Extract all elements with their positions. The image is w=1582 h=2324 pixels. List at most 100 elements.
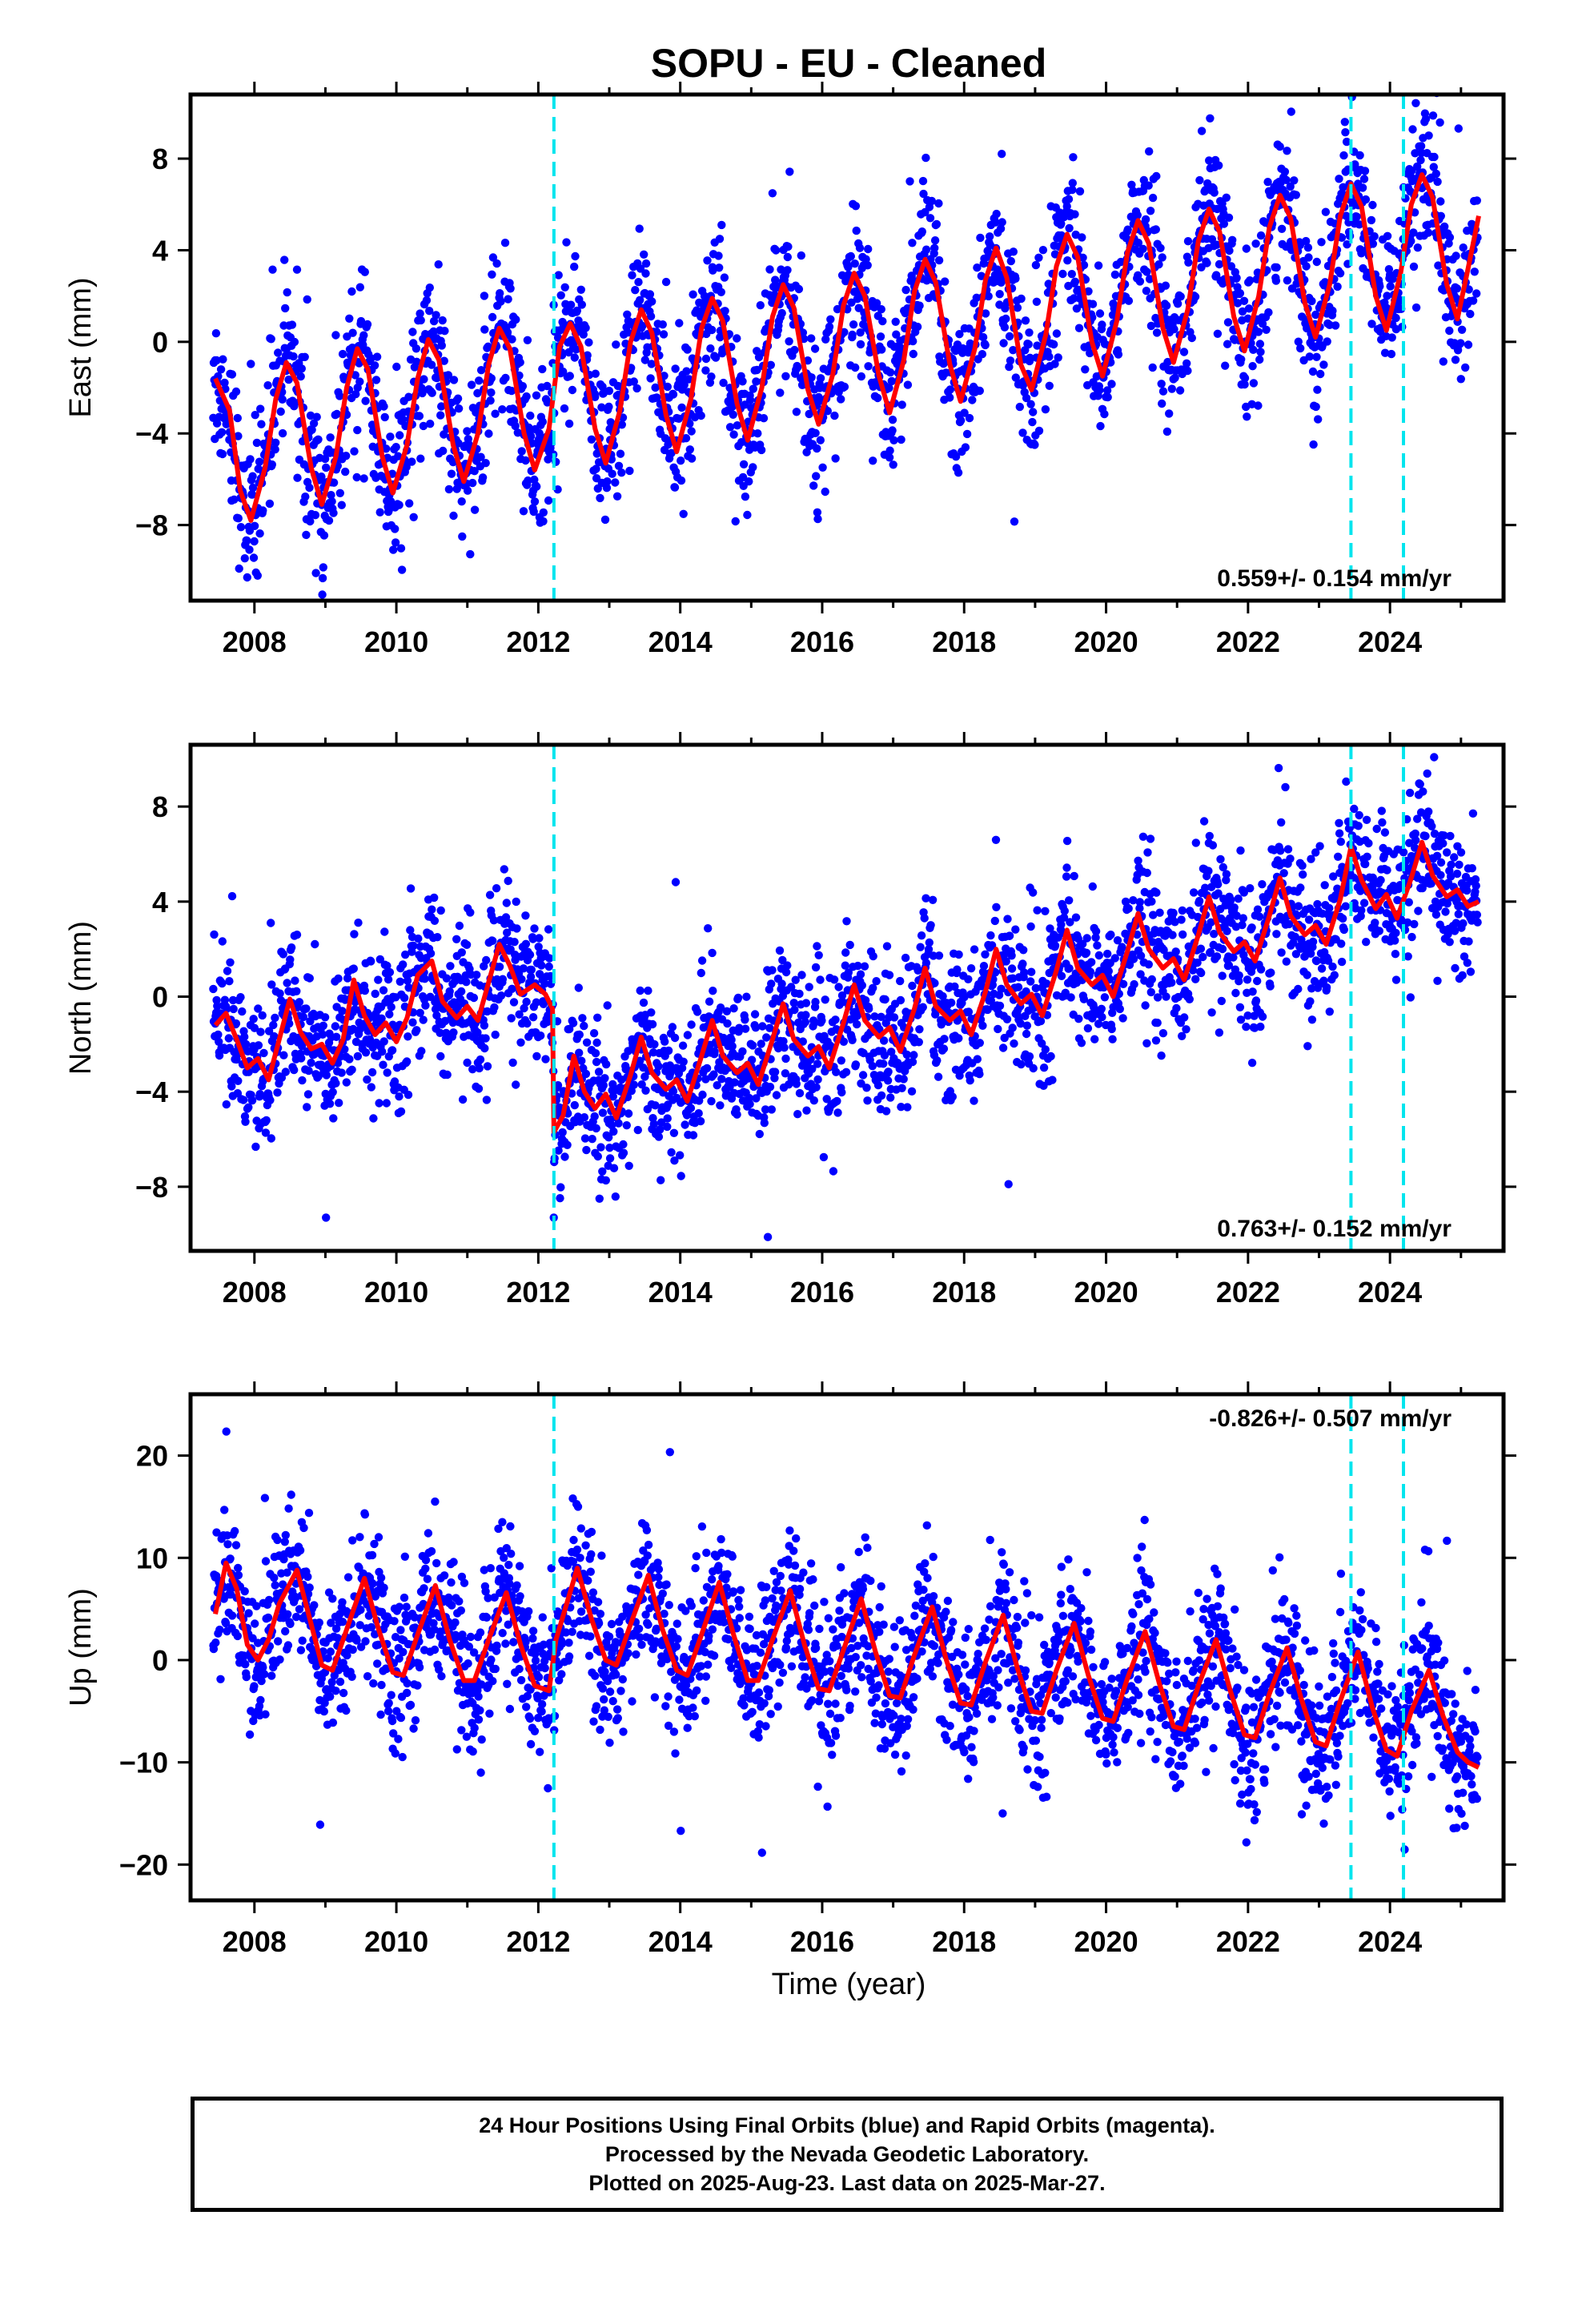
data-point bbox=[913, 322, 922, 332]
data-point bbox=[720, 273, 729, 282]
data-point bbox=[614, 461, 624, 470]
data-point bbox=[231, 387, 241, 396]
data-point bbox=[1254, 328, 1263, 336]
data-point bbox=[319, 1021, 327, 1031]
data-point bbox=[669, 1087, 678, 1096]
data-point bbox=[541, 1055, 550, 1063]
data-point bbox=[598, 1108, 608, 1117]
data-point bbox=[1383, 292, 1391, 300]
data-point bbox=[462, 940, 472, 950]
data-point bbox=[1272, 930, 1281, 939]
data-point bbox=[1188, 966, 1198, 975]
data-point bbox=[1173, 300, 1182, 308]
data-point bbox=[1134, 239, 1143, 247]
data-point bbox=[1468, 296, 1478, 305]
data-point bbox=[1034, 426, 1044, 436]
data-point bbox=[1317, 238, 1326, 247]
data-point bbox=[1146, 321, 1156, 331]
data-point bbox=[300, 352, 309, 361]
data-point bbox=[485, 891, 495, 899]
data-point bbox=[831, 454, 840, 463]
data-point bbox=[916, 943, 925, 951]
data-point bbox=[489, 916, 499, 925]
data-point bbox=[1312, 352, 1321, 361]
data-point bbox=[1464, 285, 1473, 294]
data-point bbox=[776, 388, 785, 397]
data-point bbox=[394, 452, 403, 460]
data-point bbox=[927, 196, 937, 206]
data-point bbox=[992, 903, 1001, 912]
data-point bbox=[1296, 344, 1305, 353]
data-point bbox=[523, 1019, 532, 1028]
data-point bbox=[808, 1064, 817, 1074]
data-point bbox=[581, 1069, 591, 1079]
data-point bbox=[1084, 287, 1093, 296]
data-point bbox=[1321, 207, 1331, 216]
data-point bbox=[791, 975, 800, 984]
data-point bbox=[908, 239, 917, 247]
data-point bbox=[941, 277, 950, 286]
data-point bbox=[220, 995, 230, 1004]
data-point bbox=[998, 218, 1006, 227]
data-point bbox=[829, 1167, 838, 1176]
data-point bbox=[687, 1020, 696, 1029]
data-point bbox=[1138, 832, 1148, 842]
data-point bbox=[283, 979, 291, 987]
data-point bbox=[975, 386, 985, 396]
data-point bbox=[352, 472, 361, 482]
data-point bbox=[545, 954, 554, 963]
data-point bbox=[656, 1118, 666, 1127]
data-point bbox=[1029, 408, 1038, 416]
data-point bbox=[1333, 884, 1342, 893]
data-point bbox=[1307, 1015, 1317, 1024]
data-point bbox=[1243, 975, 1252, 984]
data-point bbox=[1227, 262, 1236, 271]
data-point bbox=[1247, 923, 1256, 932]
data-point bbox=[543, 381, 552, 391]
data-point bbox=[382, 1099, 391, 1108]
data-point bbox=[1319, 976, 1328, 985]
data-point bbox=[790, 1005, 799, 1015]
data-point bbox=[714, 251, 723, 260]
data-point bbox=[1095, 386, 1104, 395]
data-point bbox=[1456, 375, 1466, 384]
data-point bbox=[1153, 993, 1162, 1002]
data-point bbox=[290, 337, 299, 347]
data-point bbox=[1253, 976, 1262, 986]
data-point bbox=[580, 1134, 590, 1143]
data-point bbox=[822, 1095, 831, 1104]
data-point bbox=[415, 412, 424, 420]
data-point bbox=[418, 388, 427, 398]
data-point bbox=[1163, 357, 1172, 367]
data-point bbox=[640, 356, 649, 364]
data-point bbox=[475, 1063, 484, 1073]
data-point bbox=[488, 253, 498, 262]
data-point bbox=[1136, 970, 1145, 979]
chart-title: SOPU - EU - Cleaned bbox=[651, 41, 1047, 86]
data-point bbox=[516, 358, 524, 367]
data-point bbox=[267, 919, 275, 927]
data-point bbox=[520, 1003, 528, 1013]
data-point bbox=[412, 1026, 421, 1035]
data-point bbox=[259, 506, 267, 515]
data-point bbox=[876, 332, 885, 341]
data-point bbox=[1340, 118, 1350, 127]
data-point bbox=[408, 457, 416, 466]
data-point bbox=[787, 983, 796, 991]
data-point bbox=[536, 1031, 545, 1040]
data-point bbox=[227, 370, 237, 379]
data-point bbox=[704, 924, 713, 933]
data-point bbox=[1222, 875, 1231, 885]
data-point bbox=[1246, 884, 1255, 893]
data-point bbox=[819, 1152, 829, 1162]
data-point bbox=[1222, 193, 1231, 202]
data-point bbox=[322, 463, 331, 472]
data-point bbox=[934, 255, 944, 265]
data-point bbox=[1258, 1012, 1267, 1021]
data-point bbox=[539, 517, 548, 526]
data-point bbox=[1236, 1015, 1246, 1024]
data-point bbox=[991, 835, 1001, 845]
data-point bbox=[644, 986, 652, 995]
data-point bbox=[631, 286, 640, 295]
data-point bbox=[367, 1083, 375, 1092]
